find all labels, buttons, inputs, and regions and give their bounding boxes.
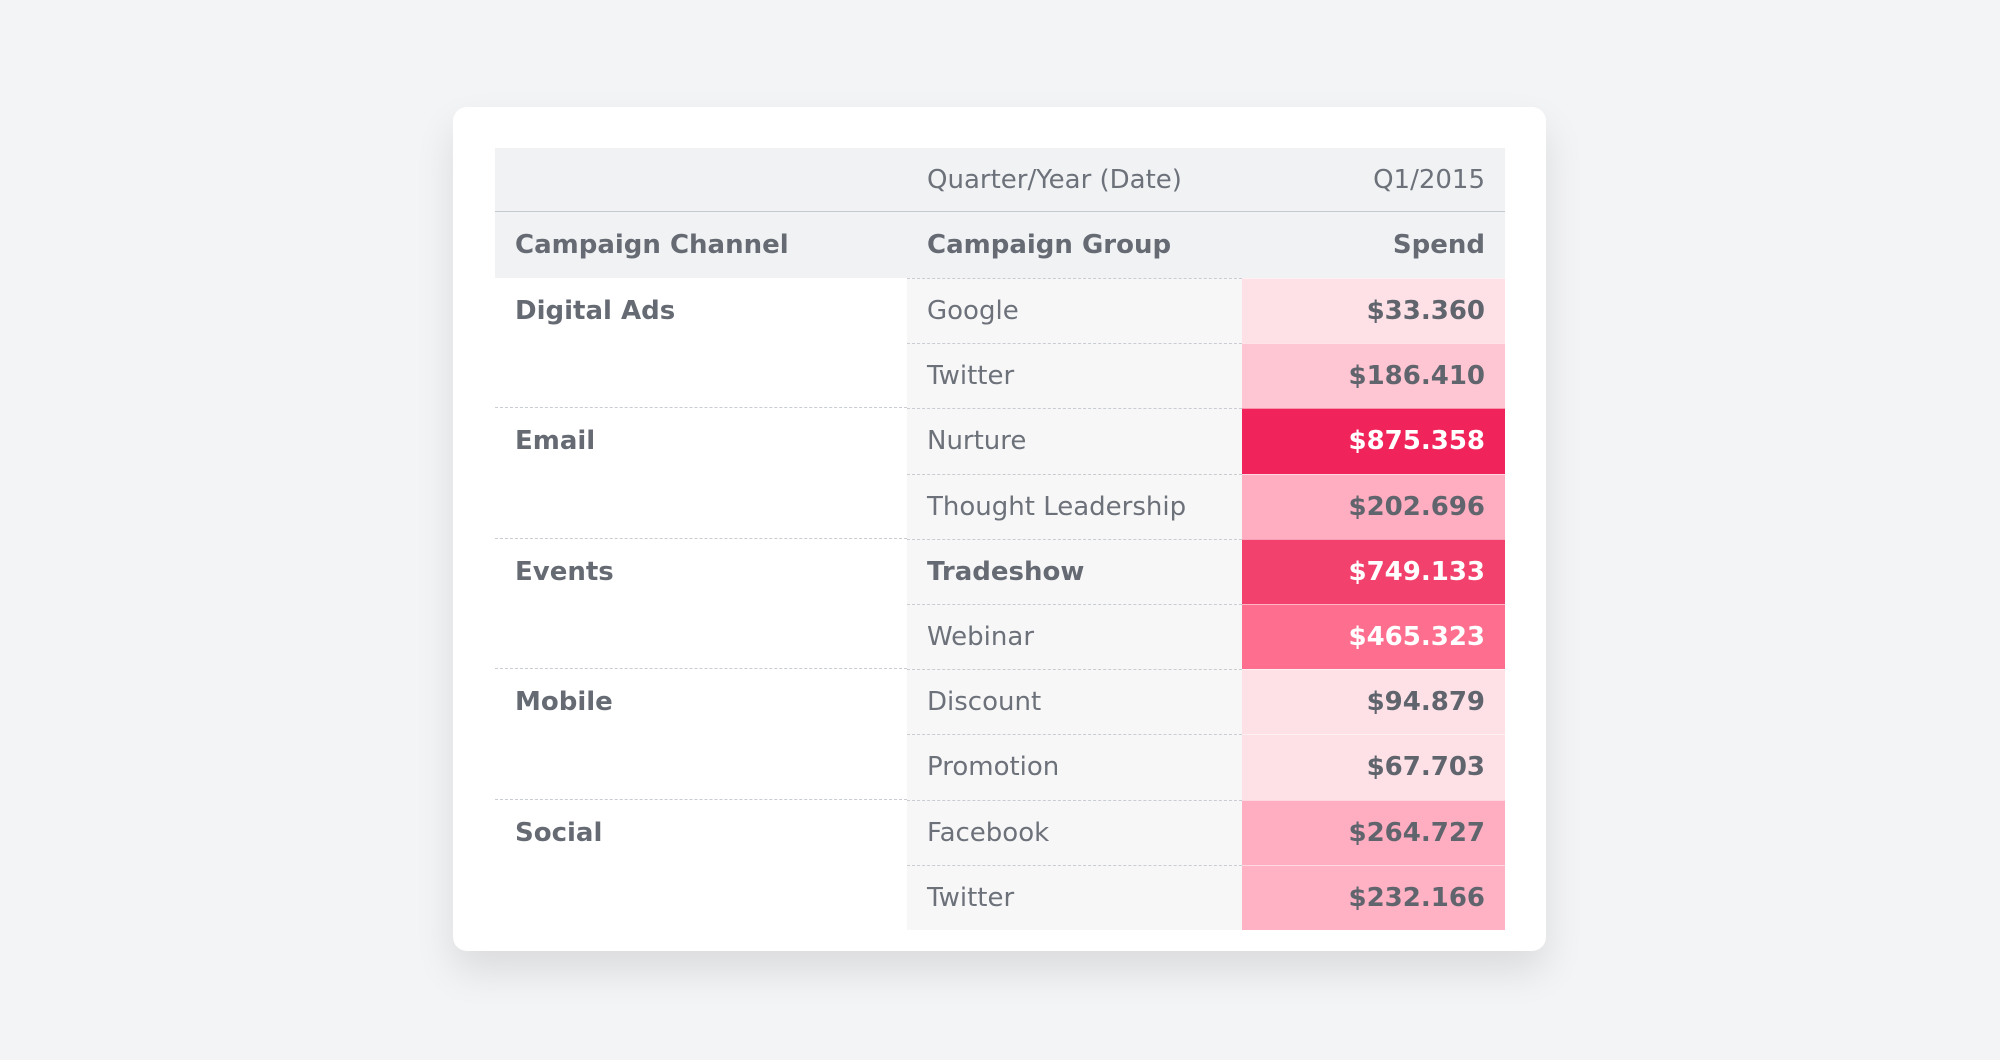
spend-cell: $94.879	[1242, 669, 1505, 735]
spend-cell: $465.323	[1242, 604, 1505, 670]
spend-cell: $67.703	[1242, 734, 1505, 800]
channel-label: Mobile	[495, 669, 907, 800]
date-label: Quarter/Year (Date)	[907, 148, 1242, 212]
column-header: Campaign Channel	[495, 212, 907, 278]
spend-cell: $186.410	[1242, 343, 1505, 409]
campaign-group: Twitter	[907, 343, 1242, 409]
header-blank	[495, 148, 907, 212]
spend-cell: $202.696	[1242, 473, 1505, 539]
spend-cell: $33.360	[1242, 278, 1505, 344]
campaign-group: Twitter	[907, 864, 1242, 930]
campaign-group: Nurture	[907, 408, 1242, 474]
campaign-group: Discount	[907, 669, 1242, 735]
spend-cell: $875.358	[1242, 408, 1505, 474]
spend-cell: $749.133	[1242, 538, 1505, 604]
channel-label: Digital Ads	[495, 278, 907, 409]
spend-cell: $232.166	[1242, 864, 1505, 930]
campaign-group: Tradeshow	[907, 538, 1242, 604]
campaign-group: Webinar	[907, 604, 1242, 670]
period: Q1/2015	[1242, 148, 1505, 212]
spend-cell: $264.727	[1242, 799, 1505, 865]
card: Quarter/Year (Date) Q1/2015 Campaign Chann…	[453, 107, 1546, 951]
channel-label: Email	[495, 408, 907, 539]
channel-label: Events	[495, 539, 907, 670]
pivot-table: Quarter/Year (Date) Q1/2015 Campaign Chann…	[495, 148, 1505, 930]
column-header: Campaign Group	[907, 212, 1242, 278]
campaign-group: Google	[907, 278, 1242, 344]
channel-label: Social	[515, 817, 603, 848]
campaign-group: Facebook	[907, 799, 1242, 865]
column-header: Spend	[1242, 212, 1505, 278]
campaign-group: Thought Leadership	[907, 473, 1242, 539]
campaign-group: Promotion	[907, 734, 1242, 800]
